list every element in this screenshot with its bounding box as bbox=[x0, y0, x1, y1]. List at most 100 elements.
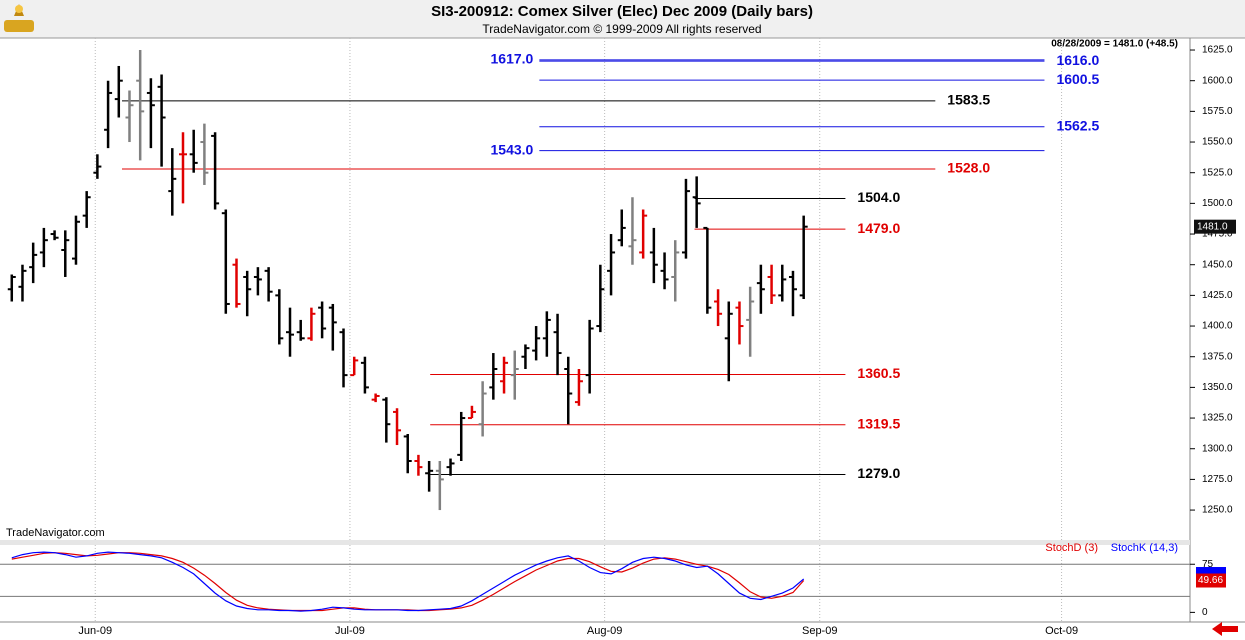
y-tick-label: 1450.0 bbox=[1202, 259, 1233, 270]
price-bar bbox=[200, 123, 209, 185]
price-bar bbox=[104, 80, 113, 149]
y-tick-label: 1475.0 bbox=[1202, 229, 1233, 240]
price-bar bbox=[425, 460, 434, 492]
watermark: TradeNavigator.com bbox=[6, 527, 105, 539]
y-tick-label: 1600.0 bbox=[1202, 75, 1233, 86]
legend-stochk: StochK (14,3) bbox=[1111, 542, 1178, 554]
price-bar bbox=[403, 434, 412, 474]
price-bar bbox=[778, 264, 787, 302]
price-bar bbox=[243, 270, 252, 317]
x-tick-label: Jun-09 bbox=[78, 625, 112, 637]
legend-stochd: StochD (3) bbox=[1045, 542, 1098, 554]
price-bar bbox=[703, 226, 712, 314]
price-bar bbox=[189, 129, 198, 173]
stoch-line bbox=[11, 552, 805, 612]
price-bar bbox=[168, 148, 177, 216]
price-bar bbox=[264, 267, 273, 302]
scroll-arrow[interactable] bbox=[1212, 622, 1238, 636]
y-tick-label: 1275.0 bbox=[1202, 474, 1233, 485]
y-tick-label: 1400.0 bbox=[1202, 321, 1233, 332]
price-bar bbox=[371, 393, 380, 403]
stochd-box bbox=[1196, 573, 1226, 588]
pane-separator bbox=[0, 540, 1190, 545]
price-bar bbox=[489, 353, 498, 400]
price-bar bbox=[232, 258, 241, 308]
price-bar bbox=[767, 264, 776, 304]
level-label: 1479.0 bbox=[857, 220, 900, 236]
price-bar bbox=[328, 303, 337, 351]
price-bar bbox=[467, 405, 476, 420]
y-tick-label: 1350.0 bbox=[1202, 382, 1233, 393]
logo[interactable] bbox=[4, 4, 34, 32]
x-tick-label: Aug-09 bbox=[587, 625, 622, 637]
price-bar bbox=[553, 313, 562, 376]
y-tick-label: 75 bbox=[1202, 559, 1214, 570]
price-bar bbox=[564, 356, 573, 425]
price-bar bbox=[114, 65, 123, 118]
price-bar bbox=[756, 264, 765, 314]
price-bar bbox=[350, 356, 359, 377]
y-tick-label: 1575.0 bbox=[1202, 106, 1233, 117]
price-bar bbox=[61, 230, 70, 277]
price-bar bbox=[435, 460, 444, 511]
level-label: 1543.0 bbox=[491, 141, 534, 157]
price-bar bbox=[649, 227, 658, 284]
price-bar bbox=[521, 344, 530, 369]
price-bar bbox=[7, 274, 16, 302]
price-bar bbox=[574, 368, 583, 406]
price-bar bbox=[275, 289, 284, 345]
y-tick-label: 1525.0 bbox=[1202, 167, 1233, 178]
level-label: 1617.0 bbox=[491, 51, 534, 67]
price-bar bbox=[446, 458, 455, 476]
price-bar bbox=[125, 90, 134, 143]
y-tick-label: 1550.0 bbox=[1202, 137, 1233, 148]
price-bar bbox=[29, 242, 38, 284]
stoch-line bbox=[11, 551, 805, 612]
price-bar bbox=[596, 264, 605, 333]
stochd-value: 49.66 bbox=[1198, 575, 1223, 586]
price-bar bbox=[457, 411, 466, 461]
y-tick-label: 1375.0 bbox=[1202, 351, 1233, 362]
price-bar bbox=[393, 408, 402, 446]
price-bar bbox=[93, 154, 102, 179]
price-bar bbox=[50, 230, 59, 241]
price-bar bbox=[39, 227, 48, 268]
price-bar bbox=[414, 454, 423, 476]
price-bar bbox=[799, 215, 808, 300]
last-price-label: 1481.0 bbox=[1197, 221, 1228, 232]
price-bar bbox=[71, 215, 80, 265]
level-label: 1528.0 bbox=[947, 160, 990, 176]
y-tick-label: 0 bbox=[1202, 607, 1208, 618]
price-bar bbox=[253, 267, 262, 296]
y-tick-label: 1300.0 bbox=[1202, 443, 1233, 454]
price-bar bbox=[146, 78, 155, 149]
y-tick-label: 1325.0 bbox=[1202, 413, 1233, 424]
price-bar bbox=[382, 397, 391, 443]
price-bar bbox=[510, 350, 519, 400]
level-label: 1583.5 bbox=[947, 92, 990, 108]
price-bar bbox=[542, 311, 551, 357]
price-bar bbox=[724, 301, 733, 382]
price-bar bbox=[617, 209, 626, 247]
price-bar bbox=[339, 328, 348, 388]
price-bar bbox=[628, 197, 637, 265]
level-label: 1616.0 bbox=[1056, 52, 1099, 68]
price-bar bbox=[714, 289, 723, 327]
price-bar bbox=[136, 50, 145, 161]
price-bar bbox=[671, 240, 680, 302]
price-bar bbox=[157, 74, 166, 167]
chart-title: SI3-200912: Comex Silver (Elec) Dec 2009… bbox=[431, 3, 813, 20]
y-tick-label: 1250.0 bbox=[1202, 505, 1233, 516]
price-bar bbox=[788, 270, 797, 317]
level-label: 1562.5 bbox=[1056, 117, 1099, 133]
price-bar bbox=[318, 301, 327, 339]
level-label: 1600.5 bbox=[1056, 71, 1099, 87]
price-bar bbox=[532, 326, 541, 361]
level-label: 1360.5 bbox=[857, 365, 900, 381]
y-tick-label: 1500.0 bbox=[1202, 198, 1233, 209]
price-bar bbox=[211, 132, 220, 210]
price-bar bbox=[660, 252, 669, 290]
chart-subtitle: TradeNavigator.com © 1999-2009 All right… bbox=[482, 22, 761, 36]
price-bar bbox=[178, 132, 187, 204]
